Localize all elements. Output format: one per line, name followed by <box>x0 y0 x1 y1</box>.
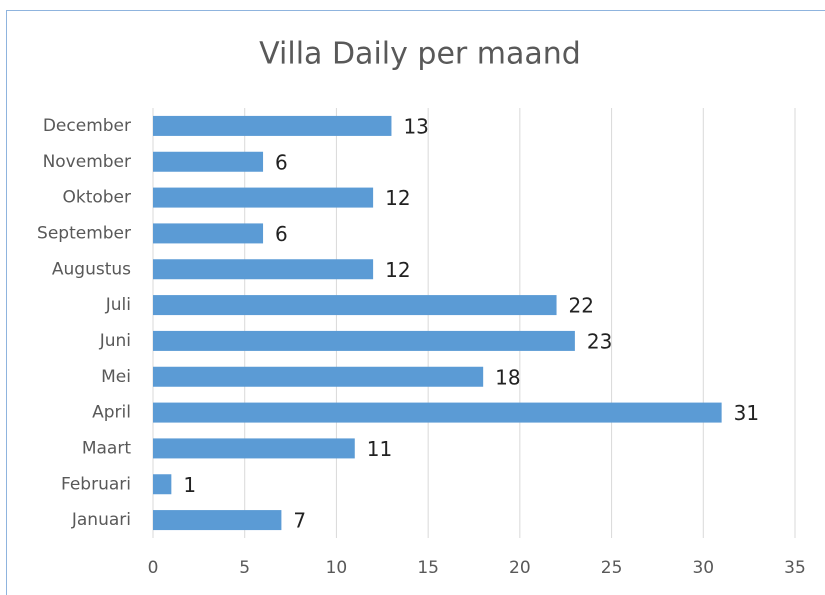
x-tick-label: 5 <box>239 558 250 578</box>
y-tick-label: Januari <box>71 510 131 530</box>
data-label: 6 <box>275 222 288 246</box>
data-label: 6 <box>275 150 288 174</box>
y-tick-label: Oktober <box>62 188 131 208</box>
x-tick-label: 25 <box>601 558 623 578</box>
x-tick-label: 30 <box>692 558 714 578</box>
x-tick-label: 20 <box>509 558 531 578</box>
bar <box>153 366 484 387</box>
data-label: 7 <box>293 509 306 533</box>
data-label: 23 <box>587 329 612 353</box>
bar <box>153 402 722 423</box>
x-tick-label: 0 <box>148 558 159 578</box>
data-label: 18 <box>495 365 520 389</box>
y-tick-label: September <box>37 223 131 243</box>
bar <box>153 295 557 316</box>
bar <box>153 115 392 136</box>
data-label: 12 <box>385 186 410 210</box>
y-tick-label: Maart <box>82 438 131 458</box>
data-label: 12 <box>385 258 410 282</box>
y-tick-label: Juni <box>99 331 131 351</box>
y-tick-label: Juli <box>105 295 131 315</box>
bar <box>153 330 575 351</box>
y-tick-label: November <box>43 152 131 172</box>
bar <box>153 187 374 208</box>
x-tick-label: 10 <box>326 558 348 578</box>
x-tick-label: 35 <box>784 558 806 578</box>
data-label: 22 <box>569 294 594 318</box>
data-label: 13 <box>403 114 428 138</box>
y-tick-label: Februari <box>61 474 131 494</box>
y-tick-label: Augustus <box>52 259 131 279</box>
data-label: 11 <box>367 437 392 461</box>
bar <box>153 259 374 280</box>
chart-title: Villa Daily per maand <box>259 37 581 72</box>
bar <box>153 151 264 172</box>
data-label: 31 <box>734 401 759 425</box>
bar <box>153 438 355 459</box>
y-tick-label: April <box>92 403 131 423</box>
y-tick-label: Mei <box>101 367 131 387</box>
x-tick-label: 15 <box>417 558 439 578</box>
bar <box>153 510 282 531</box>
bar <box>153 474 172 495</box>
y-tick-label: December <box>43 116 131 136</box>
data-label: 1 <box>183 473 196 497</box>
bar <box>153 223 264 244</box>
